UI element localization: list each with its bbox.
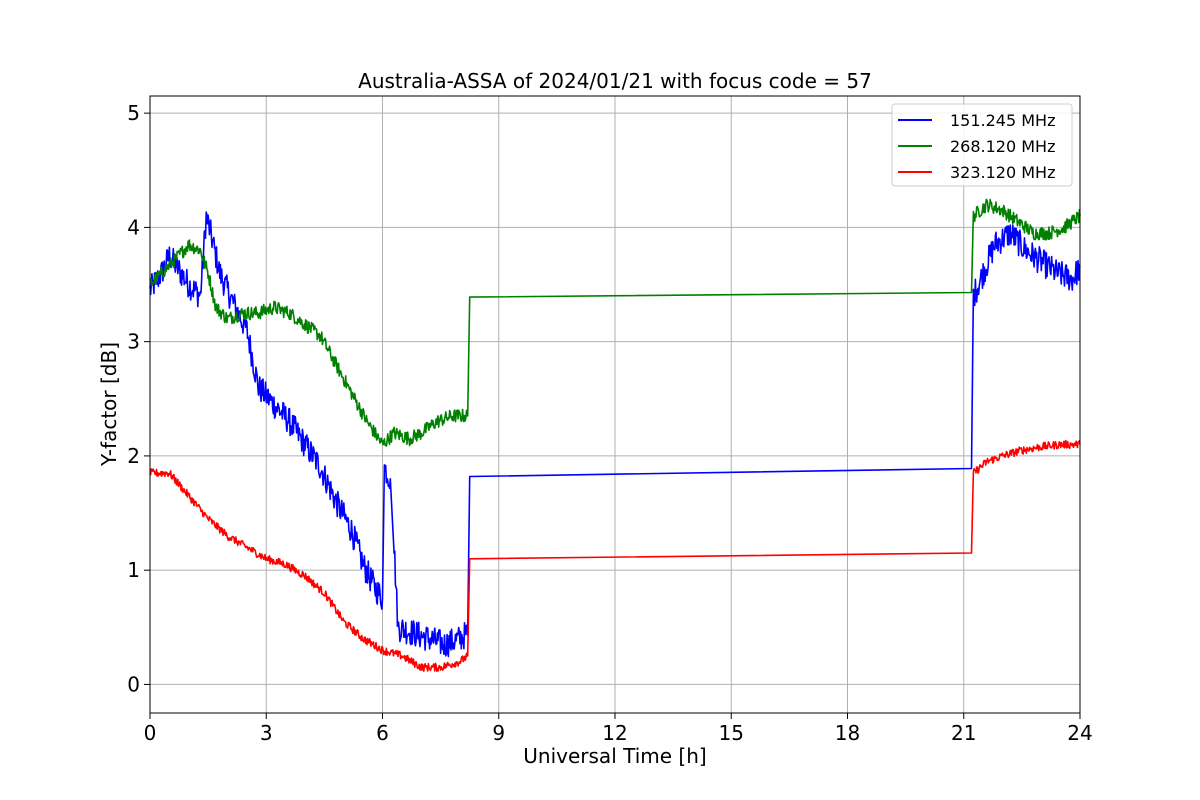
x-axis-label: Universal Time [h] bbox=[523, 744, 706, 768]
legend-label: 323.120 MHz bbox=[950, 163, 1055, 182]
chart-title: Australia-ASSA of 2024/01/21 with focus … bbox=[358, 69, 872, 93]
series-layer bbox=[149, 198, 1081, 672]
y-tick-label: 0 bbox=[127, 672, 140, 696]
y-axis: 0 1 2 3 4 5 bbox=[127, 101, 150, 696]
x-tick-label: 24 bbox=[1067, 721, 1092, 745]
y-tick-label: 3 bbox=[127, 330, 140, 354]
grid bbox=[149, 96, 1081, 713]
y-tick-label: 2 bbox=[127, 444, 140, 468]
x-axis: 0 3 6 9 12 15 18 21 24 bbox=[144, 713, 1093, 745]
y-tick-label: 1 bbox=[127, 558, 140, 582]
x-tick-label: 15 bbox=[719, 721, 744, 745]
legend-box bbox=[891, 103, 1073, 187]
series-line-2 bbox=[149, 198, 1081, 447]
series-line-3 bbox=[149, 439, 1081, 672]
x-tick-label: 0 bbox=[144, 721, 157, 745]
x-tick-label: 6 bbox=[376, 721, 389, 745]
y-axis-label: Y-factor [dB] bbox=[97, 342, 121, 467]
x-tick-label: 9 bbox=[492, 721, 505, 745]
x-tick-label: 18 bbox=[835, 721, 860, 745]
y-tick-label: 4 bbox=[127, 215, 140, 239]
series-line-1 bbox=[149, 211, 1081, 658]
x-tick-label: 12 bbox=[602, 721, 627, 745]
x-tick-label: 21 bbox=[951, 721, 976, 745]
x-tick-label: 3 bbox=[260, 721, 273, 745]
legend-label: 151.245 MHz bbox=[950, 111, 1055, 130]
y-tick-label: 5 bbox=[127, 101, 140, 125]
legend-label: 268.120 MHz bbox=[950, 137, 1055, 156]
legend: 151.245 MHz 268.120 MHz 323.120 MHz bbox=[891, 103, 1073, 187]
